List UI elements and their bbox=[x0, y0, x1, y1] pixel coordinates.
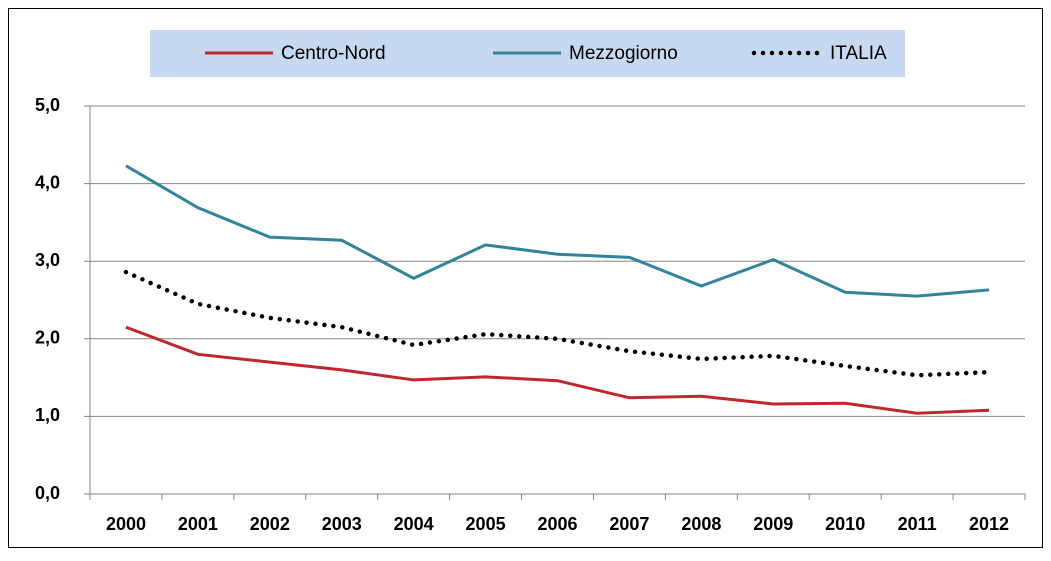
x-tick-label: 2011 bbox=[898, 514, 937, 534]
x-tick-label: 2004 bbox=[394, 514, 434, 534]
x-tick-label: 2002 bbox=[250, 514, 290, 534]
legend-label: Mezzogiorno bbox=[569, 43, 678, 64]
x-tick-label: 2012 bbox=[969, 514, 1009, 534]
y-tick-label: 1,0 bbox=[35, 405, 60, 425]
legend-label: Centro-Nord bbox=[281, 43, 386, 64]
x-tick-label: 2005 bbox=[466, 514, 506, 534]
y-tick-label: 4,0 bbox=[35, 172, 60, 192]
x-tick-label: 2006 bbox=[537, 514, 577, 534]
x-tick-label: 2008 bbox=[681, 514, 721, 534]
y-tick-label: 2,0 bbox=[35, 328, 60, 348]
x-tick-label: 2003 bbox=[322, 514, 362, 534]
y-tick-label: 5,0 bbox=[35, 95, 60, 115]
chart-border bbox=[8, 8, 1043, 548]
y-tick-label: 3,0 bbox=[35, 250, 60, 270]
series-line bbox=[125, 164, 990, 298]
x-tick-label: 2007 bbox=[609, 514, 649, 534]
legend-label: ITALIA bbox=[830, 43, 887, 64]
x-tick-label: 2001 bbox=[178, 514, 218, 534]
series-line bbox=[125, 325, 990, 415]
x-tick-label: 2000 bbox=[106, 514, 146, 534]
x-tick-label: 2010 bbox=[825, 514, 865, 534]
y-tick-label: 0,0 bbox=[35, 483, 60, 503]
x-tick-label: 2009 bbox=[753, 514, 793, 534]
series-line bbox=[123, 269, 992, 378]
